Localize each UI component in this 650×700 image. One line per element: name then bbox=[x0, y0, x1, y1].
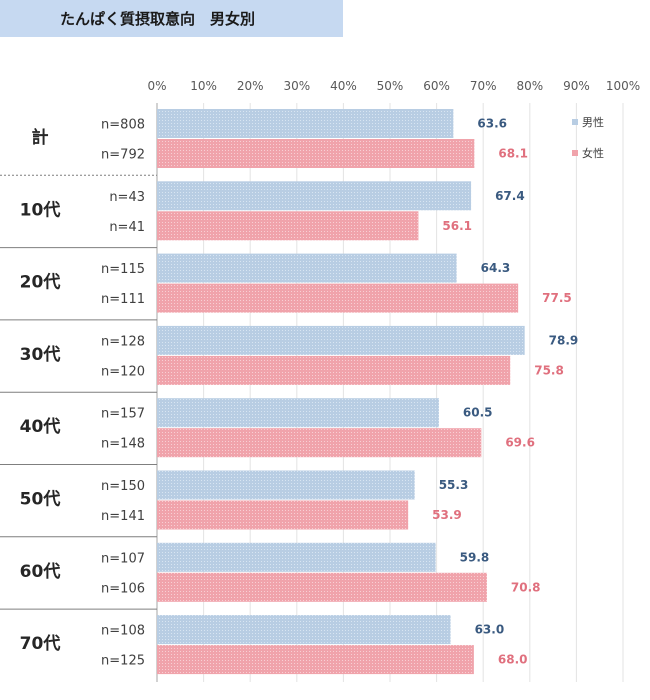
bar-female bbox=[157, 211, 419, 241]
bar-male bbox=[157, 615, 451, 645]
data-label-female: 68.0 bbox=[498, 653, 528, 667]
sample-size-female: n=148 bbox=[101, 437, 145, 452]
sample-size-female: n=41 bbox=[109, 220, 145, 235]
category-label: 計 bbox=[32, 127, 49, 148]
x-tick-label: 40% bbox=[330, 79, 357, 93]
x-tick-label: 90% bbox=[563, 79, 590, 93]
x-tick-label: 0% bbox=[147, 79, 166, 93]
bar-female bbox=[157, 572, 487, 602]
x-tick-label: 30% bbox=[283, 79, 310, 93]
sample-size-male: n=808 bbox=[101, 118, 145, 133]
category-label: 20代 bbox=[20, 272, 61, 293]
x-tick-label: 60% bbox=[423, 79, 450, 93]
sample-size-female: n=141 bbox=[101, 509, 145, 524]
category-label: 40代 bbox=[20, 416, 61, 437]
category-label: 10代 bbox=[20, 199, 61, 220]
category-label: 30代 bbox=[20, 344, 61, 365]
legend-swatch-male bbox=[572, 119, 578, 125]
x-tick-label: 20% bbox=[237, 79, 264, 93]
category-label: 50代 bbox=[20, 489, 61, 510]
bar-male bbox=[157, 109, 454, 138]
sample-size-male: n=128 bbox=[101, 334, 145, 349]
x-tick-label: 10% bbox=[190, 79, 217, 93]
legend-label-male: 男性 bbox=[582, 115, 604, 129]
bar-male bbox=[157, 542, 436, 572]
sample-size-female: n=120 bbox=[101, 364, 145, 379]
bar-female bbox=[157, 283, 519, 313]
bar-female bbox=[157, 428, 482, 458]
sample-size-female: n=111 bbox=[101, 292, 145, 307]
bar-male bbox=[157, 181, 472, 211]
data-label-female: 53.9 bbox=[432, 508, 462, 522]
bar-female bbox=[157, 500, 409, 530]
category-label: 60代 bbox=[20, 561, 61, 582]
bar-male bbox=[157, 398, 439, 428]
sample-size-male: n=108 bbox=[101, 624, 145, 639]
legend-label-female: 女性 bbox=[582, 146, 604, 160]
sample-size-female: n=792 bbox=[101, 148, 145, 163]
bar-female bbox=[157, 645, 474, 675]
bar-female bbox=[157, 139, 475, 168]
sample-size-male: n=150 bbox=[101, 479, 145, 494]
bar-female bbox=[157, 355, 511, 385]
sample-size-male: n=107 bbox=[101, 551, 145, 566]
data-label-female: 77.5 bbox=[542, 291, 572, 305]
data-label-male: 78.9 bbox=[549, 333, 579, 347]
x-tick-label: 50% bbox=[377, 79, 404, 93]
x-tick-label: 100% bbox=[606, 79, 640, 93]
sample-size-male: n=115 bbox=[101, 262, 145, 277]
sample-size-male: n=157 bbox=[101, 407, 145, 422]
x-tick-label: 80% bbox=[516, 79, 543, 93]
sample-size-female: n=125 bbox=[101, 654, 145, 669]
data-label-male: 63.0 bbox=[475, 623, 505, 637]
bar-male bbox=[157, 325, 525, 355]
data-label-female: 68.1 bbox=[498, 147, 528, 161]
data-label-male: 59.8 bbox=[460, 550, 490, 564]
data-label-female: 70.8 bbox=[511, 580, 541, 594]
data-label-male: 67.4 bbox=[495, 189, 525, 203]
data-label-female: 56.1 bbox=[442, 219, 472, 233]
bar-male bbox=[157, 253, 457, 283]
data-label-male: 63.6 bbox=[477, 117, 507, 131]
legend-swatch-female bbox=[572, 150, 578, 156]
data-label-male: 64.3 bbox=[481, 261, 511, 275]
bar-male bbox=[157, 470, 415, 500]
data-label-female: 69.6 bbox=[505, 436, 535, 450]
data-label-male: 60.5 bbox=[463, 406, 493, 420]
category-label: 70代 bbox=[20, 633, 61, 654]
chart-title: たんぱく質摂取意向 男女別 bbox=[0, 0, 343, 37]
data-label-male: 55.3 bbox=[439, 478, 469, 492]
x-tick-label: 70% bbox=[470, 79, 497, 93]
sample-size-female: n=106 bbox=[101, 581, 145, 596]
data-label-female: 75.8 bbox=[534, 363, 564, 377]
sample-size-male: n=43 bbox=[109, 190, 145, 205]
